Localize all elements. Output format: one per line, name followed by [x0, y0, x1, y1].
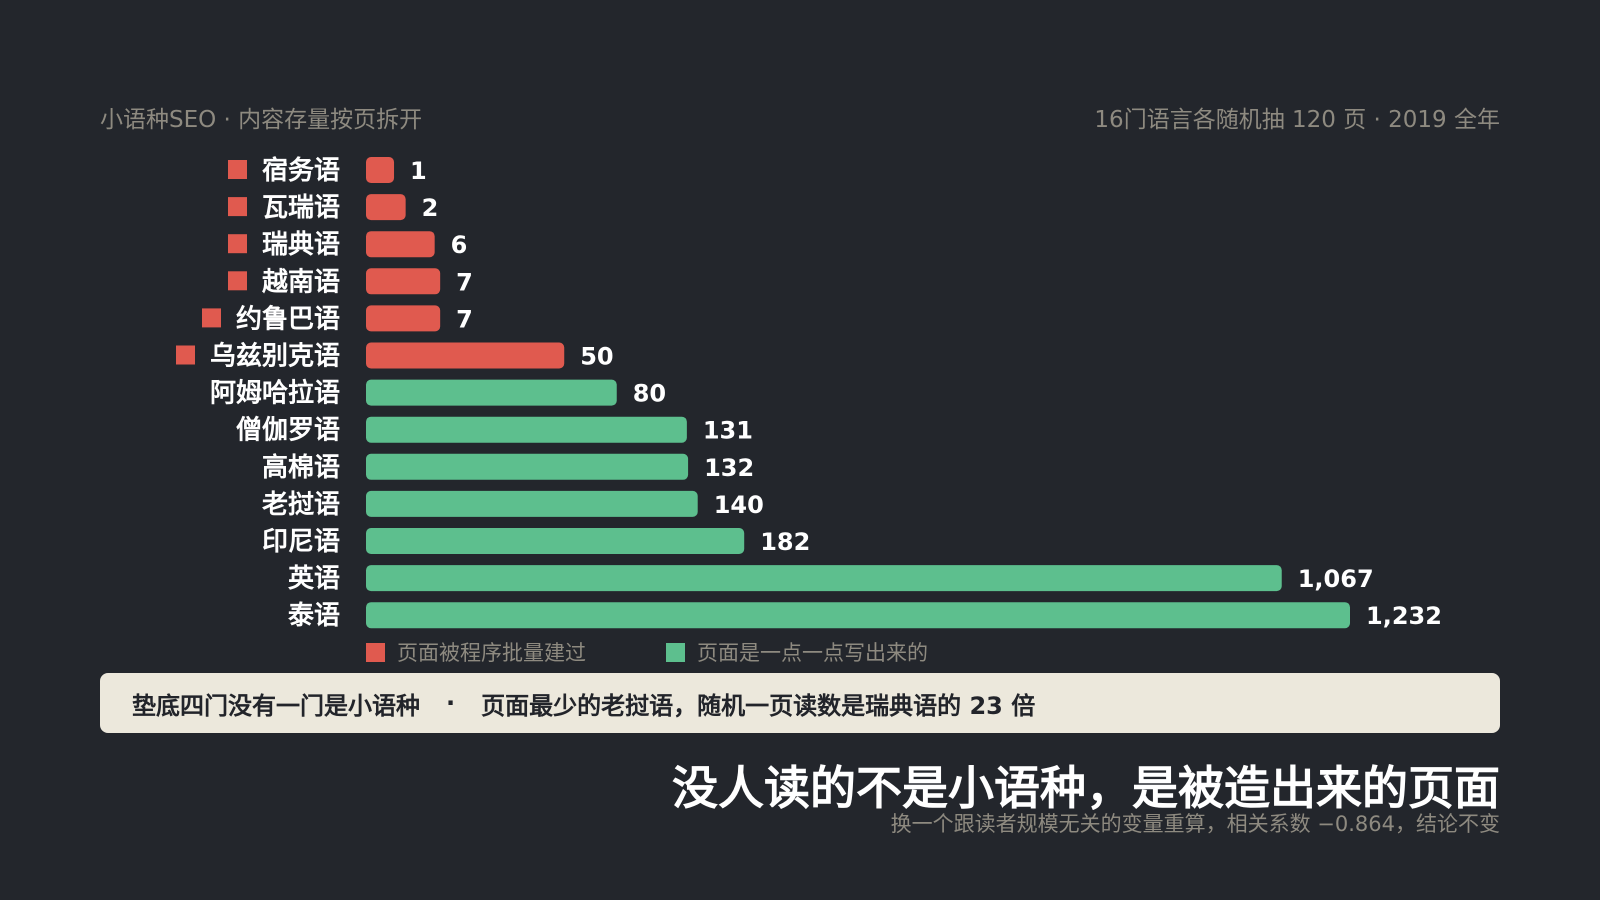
bar: [366, 268, 441, 295]
value-label: 182: [760, 528, 810, 556]
category-label: 乌兹别克语: [210, 341, 340, 372]
value-label: 80: [633, 380, 666, 408]
value-label: 1: [410, 157, 427, 185]
category-label: 越南语: [262, 267, 340, 297]
category-label: 瑞典语: [262, 230, 340, 260]
callout-separator: ·: [446, 689, 456, 717]
bar-chart: 宿务语 1 瓦瑞语 2 瑞典语 6 越南语 7 约鲁巴语 7 乌兹别克语 50 阿姆哈拉语 80 僧伽罗语 1…: [176, 155, 1442, 665]
legend-label: 页面是一点一点写出来的: [697, 641, 928, 665]
bar: [366, 528, 745, 554]
category-label: 泰语: [288, 601, 340, 631]
bar: [366, 453, 689, 480]
group-marker: [228, 197, 247, 217]
value-label: 7: [456, 305, 473, 333]
category-label: 英语: [288, 564, 340, 594]
header-left: 小语种SEO · 内容存量按页拆开: [100, 107, 423, 133]
category-label: 阿姆哈拉语: [210, 378, 340, 409]
group-marker: [228, 234, 247, 254]
legend-swatch: [366, 643, 385, 662]
bar: [366, 157, 395, 183]
category-label: 高棉语: [262, 452, 340, 483]
value-label: 50: [580, 343, 613, 371]
callout-box: 垫底四门没有一门是小语种 · 页面最少的老挝语，随机一页读数是瑞典语的 23 倍: [100, 673, 1500, 733]
category-label: 僧伽罗语: [236, 415, 340, 446]
value-label: 140: [714, 491, 764, 519]
callout-part2: 页面最少的老挝语，随机一页读数是瑞典语的 23 倍: [481, 691, 1036, 720]
value-label: 7: [456, 268, 473, 296]
group-marker: [228, 160, 247, 179]
header-right: 16门语言各随机抽 120 页 · 2019 全年: [1094, 107, 1500, 133]
category-label: 印尼语: [262, 527, 340, 557]
bar: [366, 565, 1282, 592]
category-label: 宿务语: [262, 155, 340, 186]
legend-swatch: [666, 643, 685, 662]
bar: [366, 342, 565, 369]
callout-part1: 垫底四门没有一门是小语种: [132, 691, 420, 720]
category-label: 瓦瑞语: [262, 193, 340, 223]
bar: [366, 602, 1350, 629]
value-label: 2: [422, 194, 439, 222]
bar: [366, 194, 406, 221]
value-label: 132: [704, 454, 754, 482]
bar: [366, 231, 435, 258]
legend-label: 页面被程序批量建过: [397, 641, 586, 665]
group-marker: [202, 308, 221, 328]
value-label: 6: [451, 231, 468, 259]
bar: [366, 416, 687, 443]
value-label: 1,067: [1298, 565, 1374, 593]
value-label: 1,232: [1366, 602, 1442, 630]
bar: [366, 379, 617, 406]
group-marker: [228, 271, 247, 291]
headline: 没人读的不是小语种，是被造出来的页面: [672, 761, 1500, 815]
value-label: 131: [703, 417, 753, 445]
category-label: 老挝语: [262, 490, 340, 520]
bar: [366, 305, 441, 332]
category-label: 约鲁巴语: [236, 303, 340, 334]
subline: 换一个跟读者规模无关的变量重算，相关系数 −0.864，结论不变: [890, 812, 1500, 836]
group-marker: [176, 345, 195, 365]
bar: [366, 490, 698, 517]
